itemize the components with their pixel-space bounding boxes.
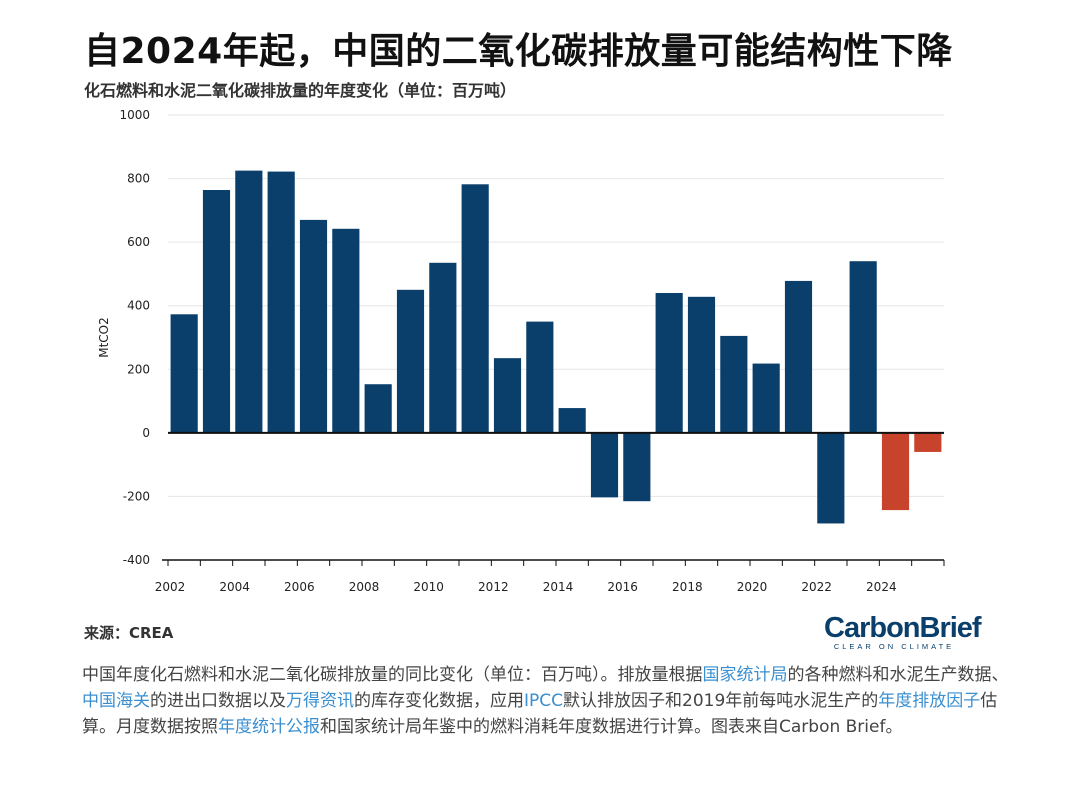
bar-2009: [396, 289, 425, 433]
description-text: 的各种燃料和水泥生产数据、: [787, 665, 1009, 685]
bar-2017: [655, 293, 683, 433]
bar-2024: [881, 432, 910, 511]
bar-2014: [558, 408, 586, 433]
bar-2002: [170, 314, 198, 433]
carbonbrief-logo: CarbonBrief CLEAR ON CLIMATE: [824, 612, 982, 651]
x-tick-label: 2024: [866, 580, 897, 594]
x-tick-label: 2012: [478, 580, 509, 594]
bar-2010: [429, 262, 457, 433]
chart-description: 中国年度化石燃料和水泥二氧化碳排放量的同比变化（单位：百万吨）。排放量根据国家统…: [82, 662, 1012, 740]
bar-2020: [752, 363, 780, 433]
y-tick-label: 600: [127, 235, 150, 249]
x-tick-label: 2004: [219, 580, 250, 594]
bar-2013: [526, 321, 554, 433]
bar-chart: -400 -200 0 200 400 600 800 1000 2002 2004 2006 200…: [97, 108, 945, 594]
bar-2022: [817, 432, 845, 524]
description-link[interactable]: 中国海关: [82, 691, 150, 711]
x-tick-label: 2006: [284, 580, 315, 594]
bar-2007: [332, 228, 360, 433]
y-tick-label: 800: [127, 172, 150, 186]
bar-2005: [267, 171, 295, 433]
bar-2023: [849, 261, 877, 433]
x-tick-label: 2016: [607, 580, 638, 594]
y-tick-label: 1000: [119, 108, 150, 122]
bar-2012: [493, 358, 522, 433]
y-tick-label: -400: [123, 553, 150, 567]
bar-2018: [687, 296, 716, 433]
description-link[interactable]: 年度排放因子: [878, 691, 981, 711]
bar-2016: [623, 432, 651, 502]
y-tick-label: 400: [127, 299, 150, 313]
chart-subtitle: 化石燃料和水泥二氧化碳排放量的年度变化（单位：百万吨）: [84, 81, 517, 100]
description-link[interactable]: 年度统计公报: [218, 717, 320, 737]
bar-2008: [364, 384, 392, 433]
bar-2015: [590, 432, 619, 498]
x-tick-label: 2014: [543, 580, 574, 594]
x-tick-label: 2002: [155, 580, 186, 594]
bar-2025: [914, 432, 942, 452]
bar-2003: [202, 190, 231, 433]
y-axis-label: MtCO2: [97, 317, 111, 358]
bar-2011: [461, 184, 489, 433]
description-link[interactable]: 国家统计局: [702, 665, 788, 685]
bar-2006: [299, 219, 328, 433]
description-text: 的库存变化数据，应用: [354, 691, 524, 711]
x-tick-label: 2020: [737, 580, 768, 594]
description-text: 估算。月度数据按照: [82, 691, 998, 737]
bar-2019: [720, 335, 748, 433]
source-label: 来源：CREA: [84, 624, 174, 642]
description-link[interactable]: 万得资讯: [286, 691, 354, 711]
description-text: 的进出口数据以及: [150, 691, 286, 711]
description-link[interactable]: IPCC: [524, 691, 564, 711]
description-text: 默认排放因子和2019年前每吨水泥生产的: [563, 691, 879, 711]
y-tick-label: -200: [123, 489, 150, 503]
description-text: 和国家统计局年鉴中的燃料消耗年度数据进行计算。图表来自Carbon Brief。: [320, 717, 903, 737]
x-tick-label: 2008: [349, 580, 380, 594]
bar-2004: [235, 170, 263, 433]
y-tick-label: 0: [142, 426, 150, 440]
y-tick-label: 200: [127, 362, 150, 376]
logo-wordmark: CarbonBrief: [824, 612, 982, 644]
x-tick-label: 2018: [672, 580, 703, 594]
logo-tagline: CLEAR ON CLIMATE: [833, 642, 955, 651]
x-tick-label: 2022: [801, 580, 832, 594]
description-text: 中国年度化石燃料和水泥二氧化碳排放量的同比变化（单位：百万吨）。排放量根据: [82, 665, 703, 685]
x-tick-label: 2010: [413, 580, 444, 594]
bar-2021: [784, 280, 813, 433]
chart-title: 自2024年起，中国的二氧化碳排放量可能结构性下降: [84, 31, 953, 72]
